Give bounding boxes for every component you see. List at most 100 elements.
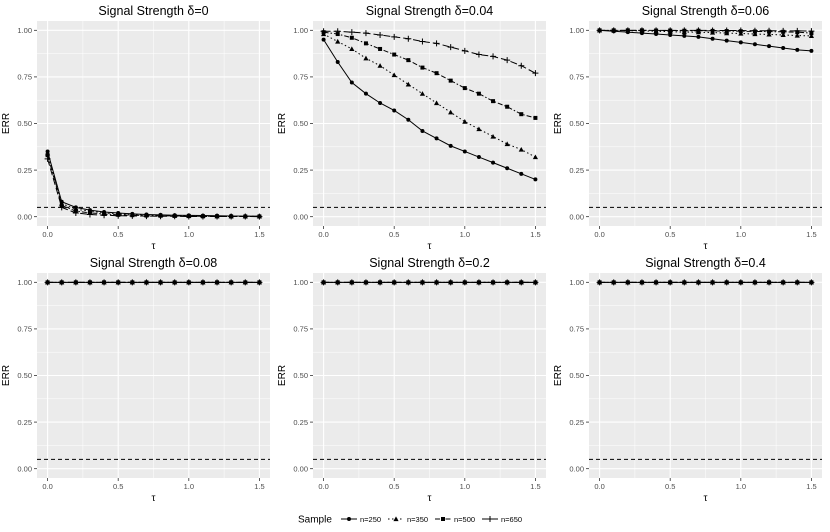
- chart-panels: Signal Strength δ=0 0.00 0.25 0.50 0.75 1.00 0…: [1, 4, 822, 504]
- y-tick-label: 0.00: [17, 212, 32, 221]
- data-point: [668, 32, 673, 37]
- data-point: [476, 126, 482, 132]
- data-point: [462, 119, 468, 124]
- x-tick-label: 0.0: [318, 482, 328, 491]
- data-point: [406, 117, 411, 122]
- data-point: [490, 279, 497, 286]
- data-point: [596, 27, 603, 34]
- data-point: [533, 115, 538, 120]
- data-point: [199, 213, 206, 220]
- panel-title: Signal Strength δ=0.06: [642, 4, 770, 18]
- series-n=350: [320, 31, 539, 160]
- data-point: [447, 44, 454, 51]
- panel-6: Signal Strength δ=0.4 0.00 0.25 0.50 0.75 1.0…: [553, 256, 822, 504]
- y-tick-label: 0.75: [17, 73, 32, 82]
- data-point: [682, 33, 687, 38]
- data-point: [794, 27, 801, 34]
- data-point: [752, 31, 758, 37]
- x-tick-label: 0.0: [594, 482, 604, 491]
- data-point: [101, 212, 108, 219]
- data-point: [505, 166, 510, 171]
- data-point: [794, 32, 800, 38]
- data-point: [143, 279, 150, 286]
- y-tick-label: 0.25: [293, 418, 308, 427]
- data-point: [767, 44, 772, 49]
- x-tick-label: 0.5: [665, 230, 675, 239]
- y-tick-label: 1.00: [569, 278, 584, 287]
- y-tick-label: 1.00: [569, 26, 584, 35]
- data-point: [362, 279, 369, 286]
- data-point: [392, 108, 397, 113]
- x-tick-label: 0.5: [113, 482, 123, 491]
- data-point: [242, 213, 249, 220]
- y-tick-label: 0.75: [293, 73, 308, 82]
- data-point: [378, 101, 383, 105]
- y-tick-label: 0.00: [569, 212, 584, 221]
- data-point: [532, 154, 539, 160]
- data-point: [667, 27, 674, 34]
- data-point: [532, 279, 539, 286]
- data-point: [433, 40, 440, 47]
- data-point: [405, 35, 412, 42]
- data-point: [737, 27, 744, 34]
- legend-label: n=500: [454, 515, 475, 524]
- data-point: [780, 279, 787, 286]
- y-axis-title: ERR: [1, 113, 12, 134]
- y-tick-label: 1.00: [17, 26, 32, 35]
- y-tick-label: 0.00: [293, 212, 308, 221]
- data-point: [808, 279, 815, 286]
- data-point: [392, 52, 397, 57]
- y-tick-label: 0.00: [293, 464, 308, 473]
- series-n=650: [320, 28, 539, 77]
- data-point: [475, 51, 482, 58]
- data-point: [143, 213, 150, 220]
- data-point: [809, 48, 814, 53]
- y-tick-label: 0.25: [569, 166, 584, 175]
- panel-title: Signal Strength δ=0.4: [645, 256, 766, 270]
- panel-title: Signal Strength δ=0.08: [90, 256, 218, 270]
- legend-key-marker: [487, 516, 493, 522]
- legend-label: n=650: [501, 515, 522, 524]
- data-point: [766, 27, 773, 34]
- x-axis-title: τ: [428, 493, 432, 504]
- legend-label: n=350: [407, 515, 428, 524]
- y-tick-label: 0.25: [17, 418, 32, 427]
- data-point: [362, 30, 369, 37]
- data-point: [490, 133, 496, 139]
- legend-key-marker: [441, 517, 445, 521]
- data-point: [667, 279, 674, 286]
- data-point: [504, 141, 510, 147]
- data-point: [752, 42, 757, 47]
- data-point: [405, 279, 412, 286]
- data-point: [185, 279, 192, 286]
- data-point: [129, 212, 136, 219]
- data-point: [320, 279, 327, 286]
- x-tick-label: 1.0: [184, 230, 194, 239]
- data-point: [766, 31, 772, 37]
- data-point: [624, 279, 631, 286]
- x-tick-label: 1.0: [736, 230, 746, 239]
- y-tick-label: 1.00: [293, 26, 308, 35]
- data-point: [72, 209, 79, 216]
- data-point: [377, 63, 383, 68]
- y-axis-title: ERR: [1, 365, 12, 386]
- series-n=650: [44, 155, 263, 220]
- data-point: [808, 33, 815, 38]
- y-tick-label: 0.50: [569, 119, 584, 128]
- y-tick-label: 1.00: [293, 278, 308, 287]
- data-point: [461, 279, 468, 286]
- data-point: [377, 31, 384, 38]
- data-point: [335, 60, 340, 64]
- data-point: [475, 279, 482, 286]
- data-point: [491, 99, 496, 104]
- panel-3: Signal Strength δ=0.06 0.00 0.25 0.50 0.75 1.…: [553, 4, 822, 252]
- data-point: [349, 46, 355, 52]
- data-point: [738, 40, 743, 45]
- data-point: [461, 47, 468, 54]
- series-line: [599, 29, 812, 37]
- y-tick-label: 0.25: [17, 166, 32, 175]
- y-tick-label: 0.50: [17, 371, 32, 380]
- x-tick-label: 0.0: [42, 230, 52, 239]
- y-tick-label: 0.50: [17, 119, 32, 128]
- data-point: [448, 109, 454, 115]
